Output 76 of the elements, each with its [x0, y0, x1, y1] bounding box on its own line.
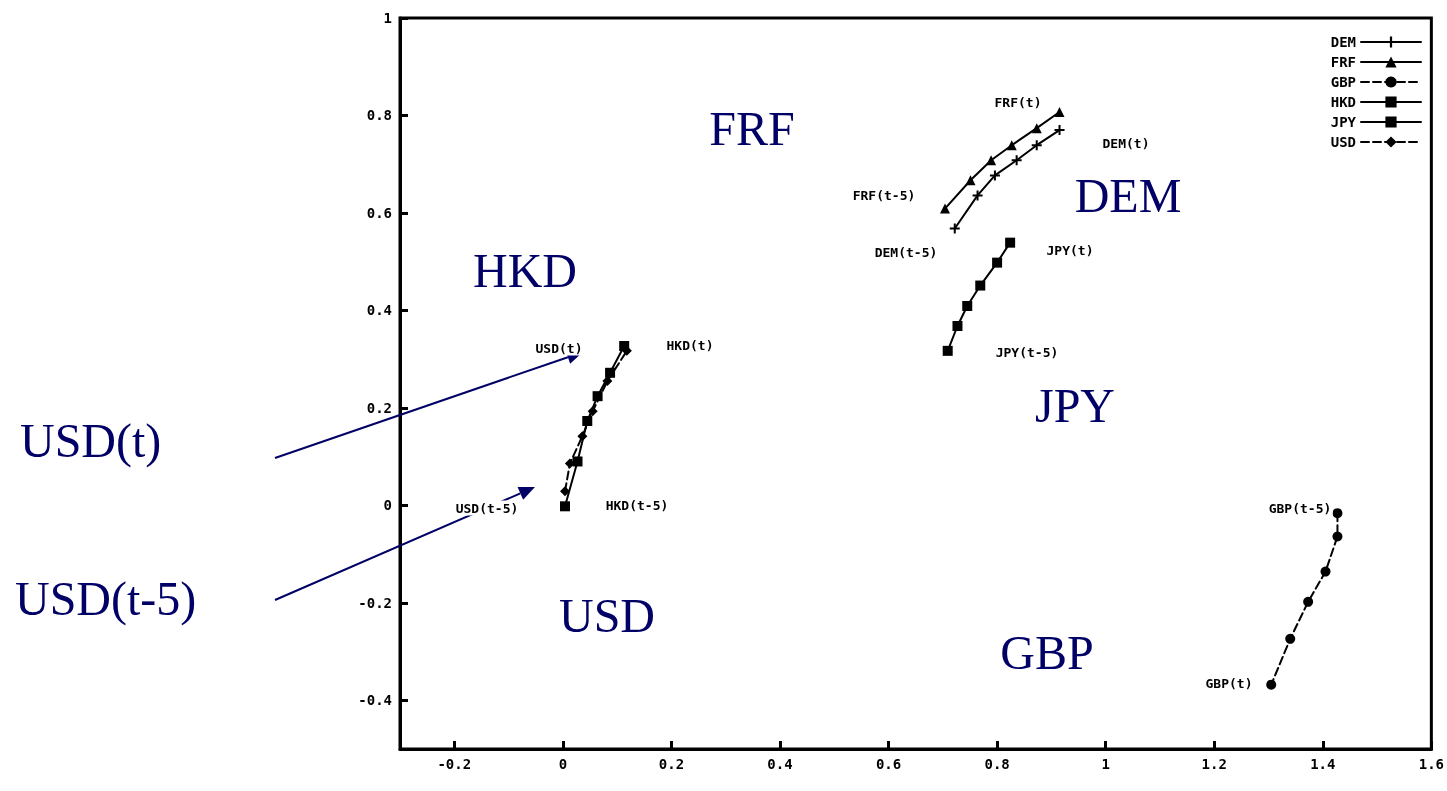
point [989, 170, 1000, 181]
point [952, 320, 963, 331]
point [972, 190, 983, 201]
x-tick-label: -0.2 [437, 756, 472, 772]
point [962, 301, 973, 312]
point [992, 257, 1003, 268]
annotation: DEM(t) [1101, 135, 1151, 151]
point [986, 155, 997, 166]
point [587, 406, 598, 417]
annotation: FRF(t) [993, 94, 1043, 110]
point [942, 345, 953, 356]
legend-label: DEM [1330, 34, 1356, 50]
point [939, 203, 950, 214]
y-tick-label: -0.4 [358, 692, 392, 709]
x-tick-label: 1.2 [1201, 756, 1227, 772]
y-tick-label: 0.6 [366, 204, 392, 221]
annotation: FRF(t-5) [851, 187, 917, 203]
legend-label: GBP [1330, 74, 1356, 90]
point [602, 376, 613, 387]
point [965, 175, 976, 186]
annotation: DEM [1074, 167, 1182, 223]
y-tick-label: 0 [383, 497, 392, 514]
x-tick-label: 0.6 [875, 756, 902, 772]
point [949, 223, 960, 234]
point [1005, 237, 1016, 248]
point [1303, 596, 1314, 607]
point [1320, 566, 1331, 577]
annotation: USD(t) [534, 340, 584, 356]
x-tick-label: 0.8 [984, 756, 1010, 772]
legend-label: HKD [1330, 94, 1356, 110]
x-tick-label: 1.6 [1418, 756, 1445, 772]
point [560, 501, 571, 512]
annotation: HKD [473, 242, 577, 298]
x-tick-label: 0.2 [658, 756, 685, 772]
annotation: GBP(t) [1204, 675, 1254, 691]
legend-label: JPY [1330, 114, 1357, 130]
y-tick-label: 1 [383, 10, 392, 26]
text: USD(t) [20, 412, 162, 468]
x-tick-label: 0.4 [767, 756, 793, 772]
point [975, 280, 986, 291]
point [1031, 123, 1042, 134]
point [1006, 140, 1017, 151]
point [1031, 140, 1042, 151]
point [605, 367, 616, 378]
annotation: FRF [709, 100, 795, 156]
point [1054, 107, 1065, 118]
text: USD(t-5) [15, 570, 197, 626]
y-tick-label: -0.2 [358, 594, 392, 611]
y-tick-label: 0.2 [366, 399, 392, 416]
point [1332, 508, 1343, 519]
point [577, 431, 588, 442]
annotation: HKD(t) [665, 337, 715, 353]
annotation: DEM(t-5) [873, 244, 939, 260]
x-tick-label: 1.4 [1310, 756, 1336, 772]
y-tick-label: 0.8 [366, 107, 392, 124]
annotation: HKD(t-5) [604, 497, 670, 513]
annotation: USD(t-5) [454, 500, 520, 516]
legend-label: USD [1330, 134, 1356, 150]
point [1332, 531, 1343, 542]
annotation: JPY(t) [1045, 242, 1095, 258]
x-tick-label: 0 [558, 756, 568, 772]
point [592, 391, 603, 402]
annotation: USD [558, 587, 656, 643]
annotation: JPY(t-5) [994, 344, 1060, 360]
annotation: JPY [1034, 377, 1116, 433]
x-tick-label: 1 [1101, 756, 1110, 772]
point [1266, 679, 1277, 690]
point [582, 416, 593, 427]
annotation: GBP [1000, 624, 1094, 680]
y-tick-label: 0.4 [366, 302, 392, 319]
legend-label: FRF [1330, 54, 1356, 70]
annotation: GBP(t-5) [1267, 500, 1333, 516]
point [1285, 633, 1296, 644]
point [1054, 125, 1065, 136]
point [572, 456, 583, 467]
point [1011, 155, 1022, 166]
